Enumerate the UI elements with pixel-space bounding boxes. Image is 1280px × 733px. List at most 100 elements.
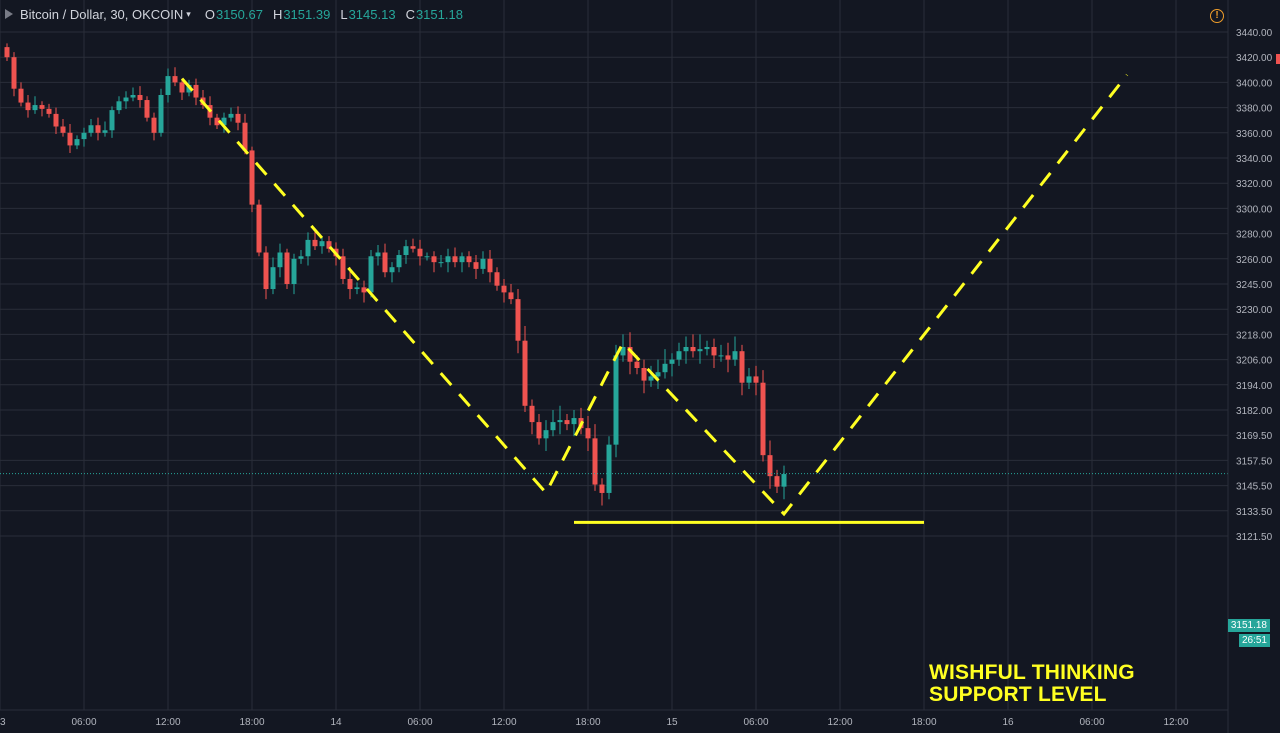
candle-body [242,122,248,151]
candle-body [396,255,402,268]
candle [242,113,248,155]
candle [655,359,661,389]
price-tick-label: 3380.00 [1236,104,1273,115]
price-axis-marker [1276,54,1280,64]
candle [193,78,199,106]
candle [543,420,549,451]
candle-body [18,88,24,103]
candle-body [753,376,759,383]
candle-body [389,267,395,273]
price-tick-label: 3169.50 [1236,431,1273,442]
candle [753,365,759,396]
time-tick-label: 12:00 [827,717,852,728]
time-tick-label: 06:00 [407,717,432,728]
candle [137,86,143,108]
open-label: O [204,6,215,22]
candle-body [256,204,262,253]
candle-body [347,278,353,290]
low-label: L [340,6,348,22]
candle [382,243,388,278]
price-tick-label: 3218.00 [1236,330,1273,341]
price-tick-label: 3440.00 [1236,28,1273,39]
candle [284,248,290,290]
candle [102,121,108,137]
candle [11,52,17,97]
price-tick-label: 3420.00 [1236,53,1273,64]
annotation-line1: WISHFUL THINKING [929,661,1135,684]
time-tick-label: 06:00 [1079,717,1104,728]
candle [669,353,675,377]
candle-body [284,252,290,284]
candle-body [452,256,458,263]
candle-body [39,105,45,109]
candle [39,101,45,117]
candle-body [354,287,360,290]
candle-body [746,376,752,383]
price-tick-label: 3340.00 [1236,154,1273,165]
candle [711,338,717,368]
candle [725,342,731,373]
candle-body [172,76,178,83]
symbol-title[interactable]: Bitcoin / Dollar, 30, OKCOIN [20,6,184,22]
candle [767,440,773,489]
candle-body [550,422,556,431]
candle-body [144,100,150,118]
candle [305,232,311,266]
alert-circle-icon[interactable]: ! [1210,9,1224,23]
candle-body [781,474,787,487]
candle-body [193,84,199,98]
candle [389,262,395,283]
candle [662,349,668,379]
candle-body [277,252,283,268]
candle [109,106,115,138]
candle [158,88,164,137]
candle-body [466,256,472,263]
candle [704,340,710,356]
candle-body [137,95,143,101]
candle-body [732,351,738,360]
candle [529,399,535,435]
caret-down-icon[interactable]: ▾ [186,8,191,19]
candle-body [662,363,668,373]
candle [641,359,647,394]
candle-body [697,349,703,352]
candle [123,91,129,109]
price-tick-label: 3300.00 [1236,204,1273,215]
candle-body [683,347,689,352]
candle-body [88,125,94,133]
time-tick-label: 13 [0,717,6,728]
candle [480,251,486,274]
candle-body [690,347,696,352]
candle [277,243,283,278]
price-tick-label: 3157.50 [1236,456,1273,467]
candle [263,246,269,300]
candle [340,248,346,284]
candle [781,465,787,500]
candle [557,405,563,435]
candle [410,238,416,253]
candle-body [165,76,171,95]
candle-body [767,455,773,477]
price-tick-label: 3194.00 [1236,381,1273,392]
candle-body [438,262,444,264]
candle-body [109,110,115,131]
price-tick-label: 3400.00 [1236,78,1273,89]
candle-body [74,139,80,146]
time-tick-label: 12:00 [155,717,180,728]
candle [270,257,276,295]
candle [431,251,437,273]
candle [536,414,542,445]
candle [18,82,24,107]
candle [620,334,626,362]
candle-body [655,372,661,377]
time-tick-label: 18:00 [239,717,264,728]
candle [403,239,409,264]
candle-body [417,248,423,257]
candle-body [46,108,52,114]
candle-body [291,258,297,284]
candle [599,478,605,506]
candle-body [214,117,220,126]
candle-body [606,444,612,493]
